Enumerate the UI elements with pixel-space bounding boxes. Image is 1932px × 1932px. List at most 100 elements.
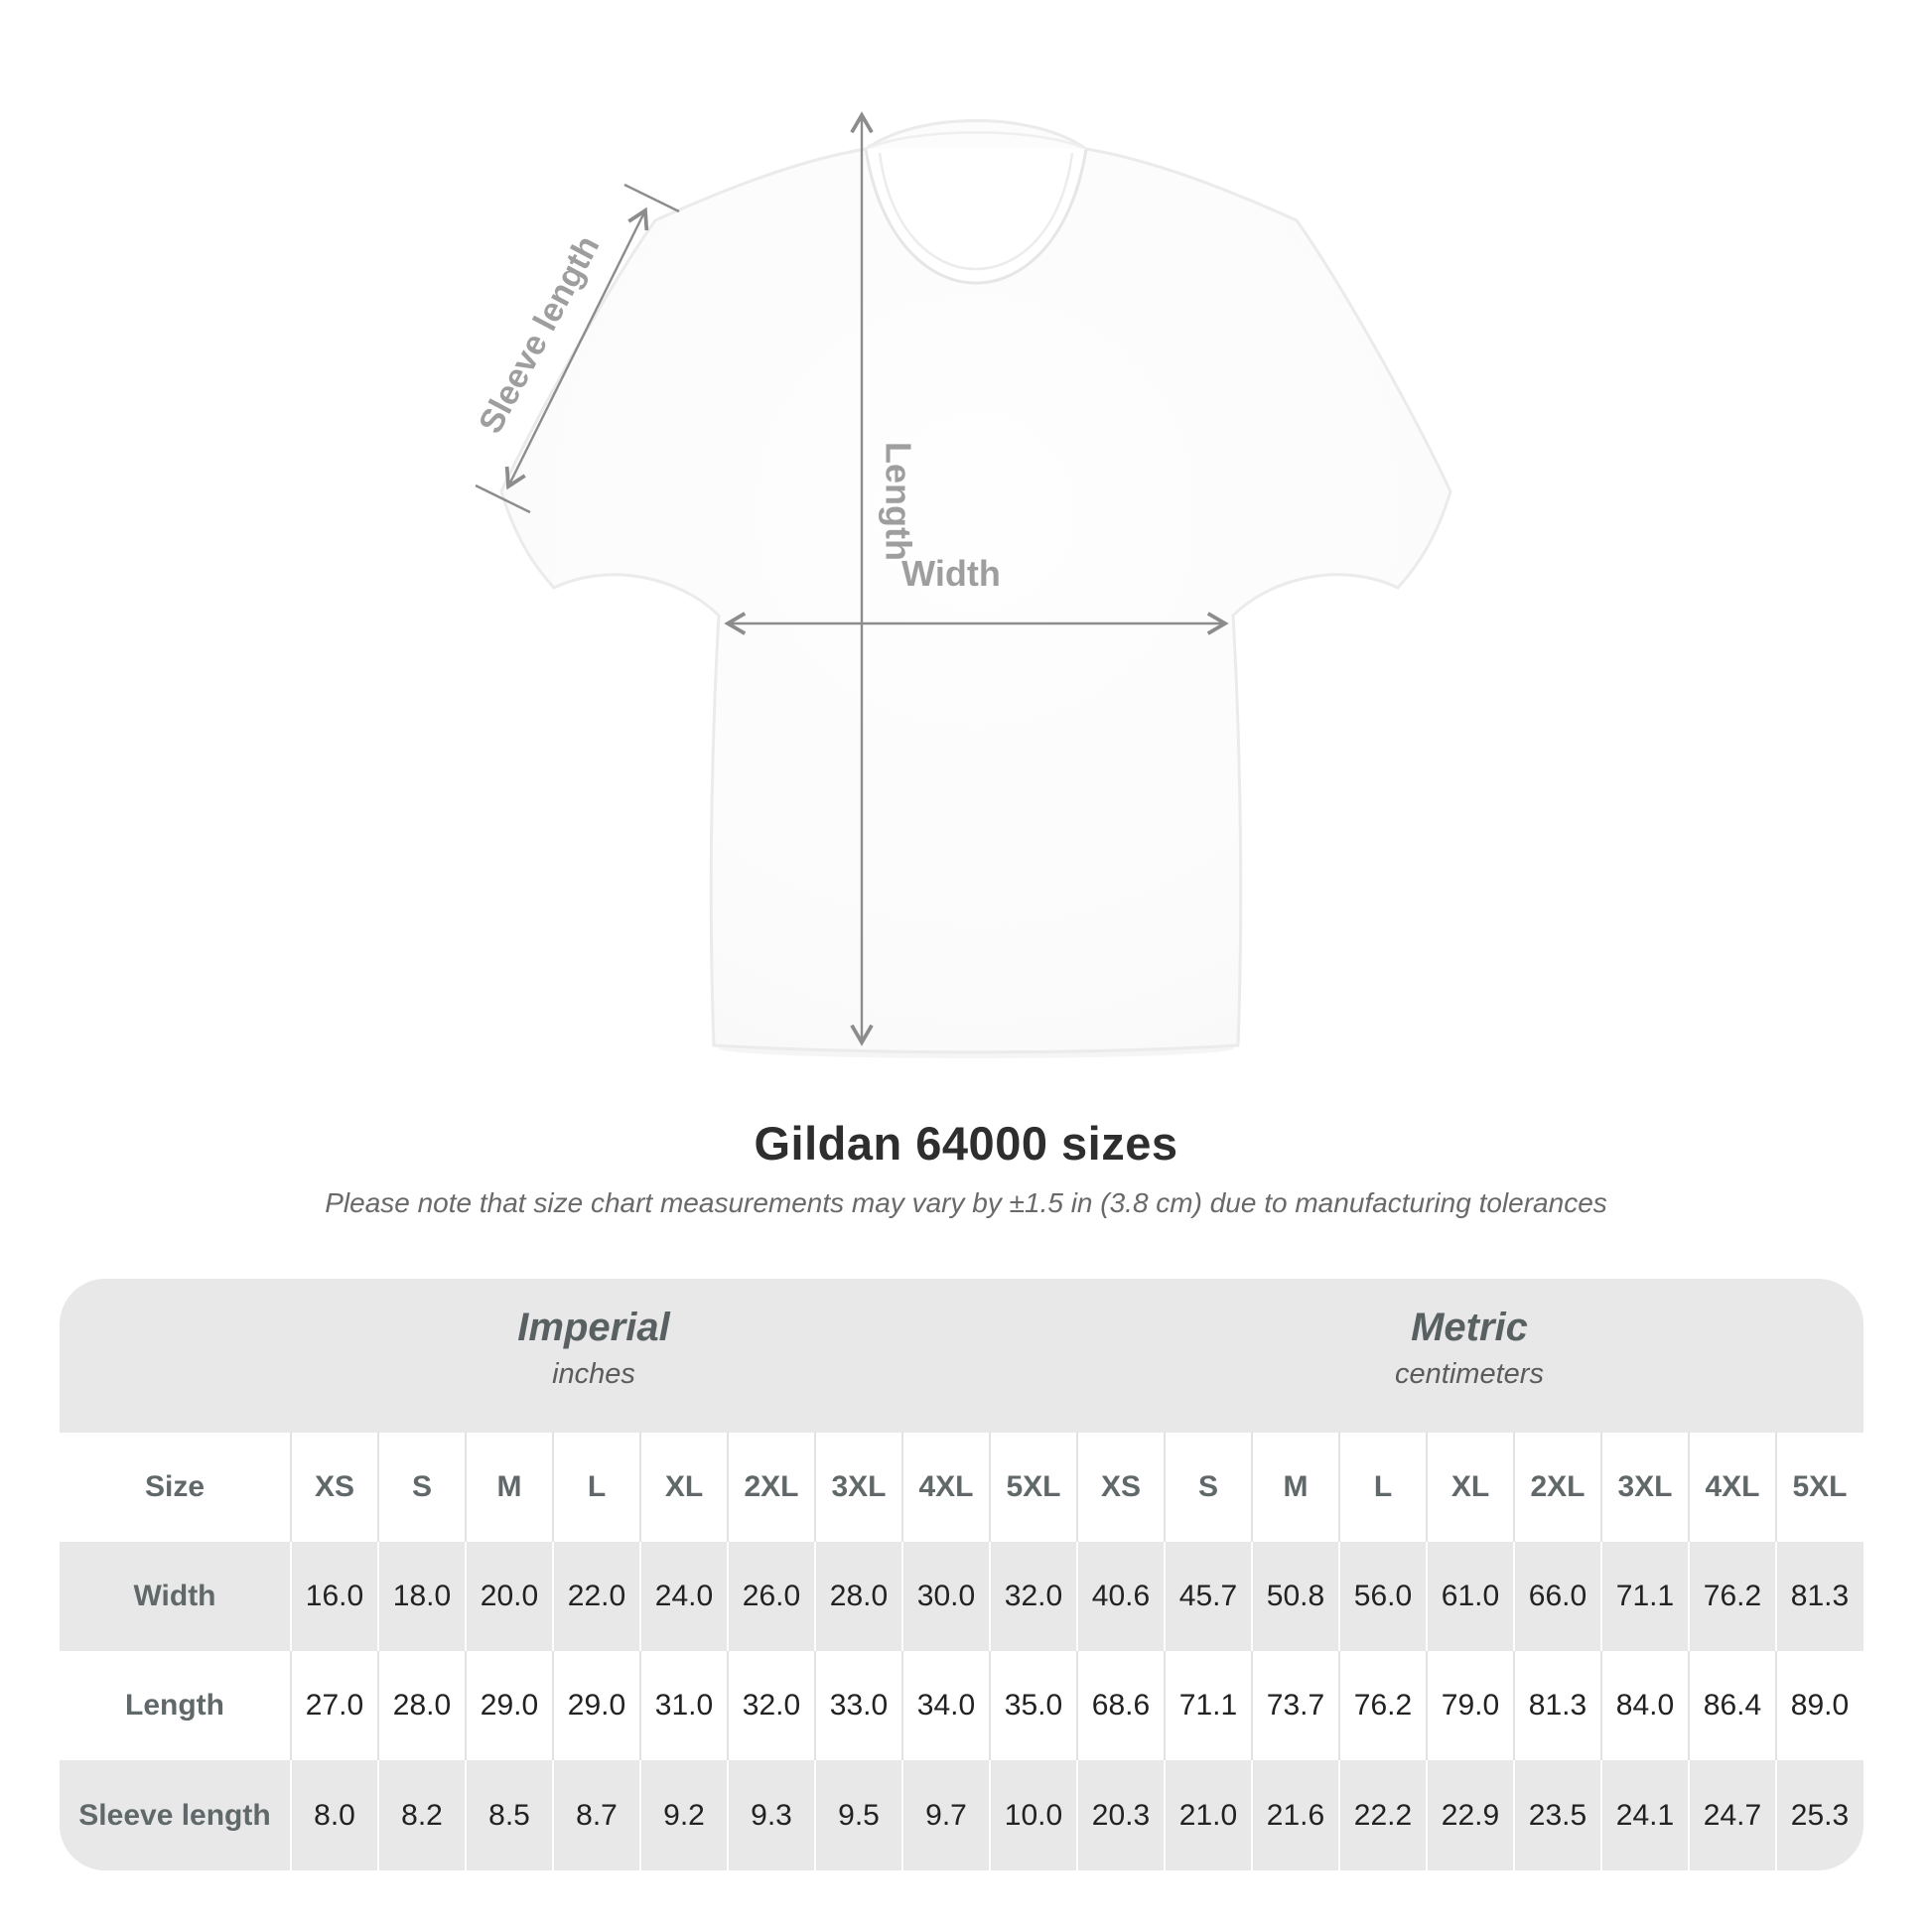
row-label: Sleeve length xyxy=(78,1798,271,1832)
size-col-header: L xyxy=(552,1433,639,1542)
page-title: Gildan 64000 sizes xyxy=(754,1117,1178,1170)
value-cell: 26.0 xyxy=(727,1542,814,1651)
value-cell: 84.0 xyxy=(1600,1651,1688,1760)
value-cell: 22.9 xyxy=(1426,1760,1513,1870)
value-cell: 9.5 xyxy=(814,1760,901,1870)
value-cell: 30.0 xyxy=(901,1542,989,1651)
value-cell: 50.8 xyxy=(1251,1542,1338,1651)
value-cell: 24.0 xyxy=(639,1542,727,1651)
imperial-group-header: Imperial inches xyxy=(517,1305,669,1391)
value-cell: 20.3 xyxy=(1076,1760,1164,1870)
value-cell: 29.0 xyxy=(552,1651,639,1760)
size-header-cell: Size xyxy=(144,1470,206,1503)
size-col-header: M xyxy=(1251,1433,1338,1542)
tshirt-silhouette xyxy=(499,119,1452,1054)
value-cell: 71.1 xyxy=(1600,1542,1688,1651)
page-subtitle: Please note that size chart measurements… xyxy=(325,1187,1607,1218)
value-cell: 24.1 xyxy=(1600,1760,1688,1870)
table-row-sleeve-length: Sleeve length 8.0 8.2 8.5 8.7 9.2 9.3 9.… xyxy=(60,1760,1863,1870)
sleeve-dimension-tick-bottom xyxy=(475,483,531,514)
size-col-header: L xyxy=(1338,1433,1426,1542)
collar-outer xyxy=(864,148,1088,285)
metric-group-header: Metric centimeters xyxy=(1395,1305,1544,1391)
value-cell: 28.0 xyxy=(814,1542,901,1651)
value-cell: 56.0 xyxy=(1338,1542,1426,1651)
size-col-header: 2XL xyxy=(1513,1433,1600,1542)
value-cell: 33.0 xyxy=(814,1651,901,1760)
value-cell: 68.6 xyxy=(1076,1651,1164,1760)
value-cell: 10.0 xyxy=(989,1760,1076,1870)
value-cell: 73.7 xyxy=(1251,1651,1338,1760)
value-cell: 29.0 xyxy=(465,1651,552,1760)
value-cell: 23.5 xyxy=(1513,1760,1600,1870)
value-cell: 40.6 xyxy=(1076,1542,1164,1651)
value-cell: 76.2 xyxy=(1688,1542,1775,1651)
value-cell: 86.4 xyxy=(1688,1651,1775,1760)
size-header-row: Size XS S M L XL 2XL 3XL 4XL 5XL XS S M … xyxy=(60,1433,1863,1542)
value-cell: 8.0 xyxy=(290,1760,377,1870)
value-cell: 81.3 xyxy=(1513,1651,1600,1760)
size-col-header: 3XL xyxy=(814,1433,901,1542)
size-col-header: 5XL xyxy=(989,1433,1076,1542)
value-cell: 21.0 xyxy=(1164,1760,1251,1870)
size-col-header: S xyxy=(1164,1433,1251,1542)
value-cell: 9.3 xyxy=(727,1760,814,1870)
value-cell: 25.3 xyxy=(1775,1760,1863,1870)
value-cell: 66.0 xyxy=(1513,1542,1600,1651)
value-cell: 81.3 xyxy=(1775,1542,1863,1651)
sleeve-dimension-line xyxy=(504,207,649,490)
value-cell: 8.7 xyxy=(552,1760,639,1870)
size-col-header: 3XL xyxy=(1600,1433,1688,1542)
value-cell: 76.2 xyxy=(1338,1651,1426,1760)
value-cell: 21.6 xyxy=(1251,1760,1338,1870)
row-label: Length xyxy=(125,1689,224,1722)
metric-group-title: Metric xyxy=(1411,1306,1528,1349)
value-cell: 9.7 xyxy=(901,1760,989,1870)
metric-group-unit: centimeters xyxy=(1395,1358,1544,1390)
size-col-header: 5XL xyxy=(1775,1433,1863,1542)
value-cell: 22.0 xyxy=(552,1542,639,1651)
value-cell: 31.0 xyxy=(639,1651,727,1760)
size-col-header: S xyxy=(377,1433,465,1542)
size-col-header: 4XL xyxy=(1688,1433,1775,1542)
value-cell: 24.7 xyxy=(1688,1760,1775,1870)
value-cell: 16.0 xyxy=(290,1542,377,1651)
size-col-header: M xyxy=(465,1433,552,1542)
imperial-group-unit: inches xyxy=(552,1358,635,1390)
value-cell: 45.7 xyxy=(1164,1542,1251,1651)
size-col-header: XS xyxy=(290,1433,377,1542)
size-col-header: 2XL xyxy=(727,1433,814,1542)
value-cell: 9.2 xyxy=(639,1760,727,1870)
unit-group-header-row: Imperial inches Metric centimeters xyxy=(60,1279,1863,1433)
size-table: Imperial inches Metric centimeters Size … xyxy=(60,1279,1863,1870)
imperial-group-title: Imperial xyxy=(517,1306,670,1349)
size-col-header: XS xyxy=(1076,1433,1164,1542)
table-row-width: Width 16.0 18.0 20.0 22.0 24.0 26.0 28.0… xyxy=(60,1542,1863,1651)
value-cell: 32.0 xyxy=(989,1542,1076,1651)
size-col-header: XL xyxy=(639,1433,727,1542)
value-cell: 27.0 xyxy=(290,1651,377,1760)
table-row-length: Length 27.0 28.0 29.0 29.0 31.0 32.0 33.… xyxy=(60,1651,1863,1760)
value-cell: 32.0 xyxy=(727,1651,814,1760)
tshirt-measurement-figure: Length Width Sleeve length xyxy=(471,111,1452,1054)
collar-inner xyxy=(878,152,1074,271)
value-cell: 18.0 xyxy=(377,1542,465,1651)
size-col-header: XL xyxy=(1426,1433,1513,1542)
row-label: Width xyxy=(133,1580,216,1612)
sleeve-dimension-tick-top xyxy=(623,183,680,213)
value-cell: 8.5 xyxy=(465,1760,552,1870)
value-cell: 8.2 xyxy=(377,1760,465,1870)
length-label: Length xyxy=(878,442,918,561)
value-cell: 71.1 xyxy=(1164,1651,1251,1760)
collar-back xyxy=(865,131,1087,151)
value-cell: 35.0 xyxy=(989,1651,1076,1760)
value-cell: 79.0 xyxy=(1426,1651,1513,1760)
value-cell: 61.0 xyxy=(1426,1542,1513,1651)
value-cell: 89.0 xyxy=(1775,1651,1863,1760)
value-cell: 28.0 xyxy=(377,1651,465,1760)
value-cell: 34.0 xyxy=(901,1651,989,1760)
value-cell: 20.0 xyxy=(465,1542,552,1651)
value-cell: 22.2 xyxy=(1338,1760,1426,1870)
size-col-header: 4XL xyxy=(901,1433,989,1542)
